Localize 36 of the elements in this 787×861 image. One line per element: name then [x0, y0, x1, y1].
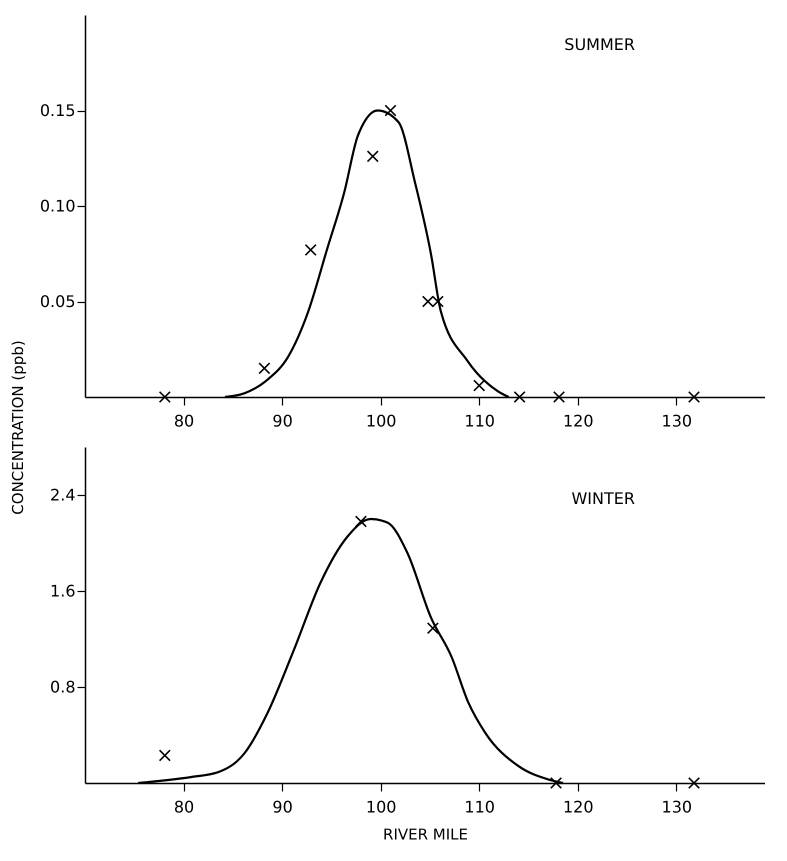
point	[552, 390, 566, 404]
x-tick-label: 130	[662, 798, 692, 816]
x-tick-label: 80	[174, 798, 194, 816]
point	[158, 390, 171, 404]
point	[688, 776, 700, 790]
point	[550, 776, 562, 790]
point	[366, 150, 379, 162]
x-axis-title: RIVER MILE	[383, 826, 468, 844]
point	[158, 749, 171, 762]
point	[354, 515, 367, 528]
x-tick-label: 80	[174, 412, 194, 430]
x-tick-label: 130	[662, 412, 692, 430]
x-tick-label: 100	[366, 798, 396, 816]
y-tick-label: 0.10	[40, 196, 76, 216]
y-tick-label: 1.6	[50, 582, 76, 600]
x-tick-label: 90	[272, 798, 293, 816]
point	[258, 362, 270, 374]
y-tick-label: 2.4	[50, 486, 76, 504]
x-tick-label: 120	[562, 798, 594, 816]
y-tick-label: 0.05	[40, 292, 76, 311]
y-tick-label: 0.8	[50, 678, 76, 696]
point	[514, 390, 526, 404]
point	[426, 622, 439, 634]
x-tick-label: 100	[366, 412, 396, 430]
point	[304, 244, 317, 256]
x-tick-label: 120	[562, 412, 594, 430]
point	[384, 104, 397, 117]
x-tick-label: 90	[272, 412, 293, 430]
y-tick-label: 0.15	[40, 101, 76, 120]
point	[473, 379, 486, 392]
x-tick-label: 110	[464, 412, 495, 430]
x-tick-label: 110	[464, 798, 495, 816]
text: WINTER	[571, 489, 635, 508]
point	[688, 390, 700, 404]
y-axis-title: CONCENTRATION (ppb)	[8, 340, 27, 515]
text: SUMMER	[564, 35, 635, 54]
